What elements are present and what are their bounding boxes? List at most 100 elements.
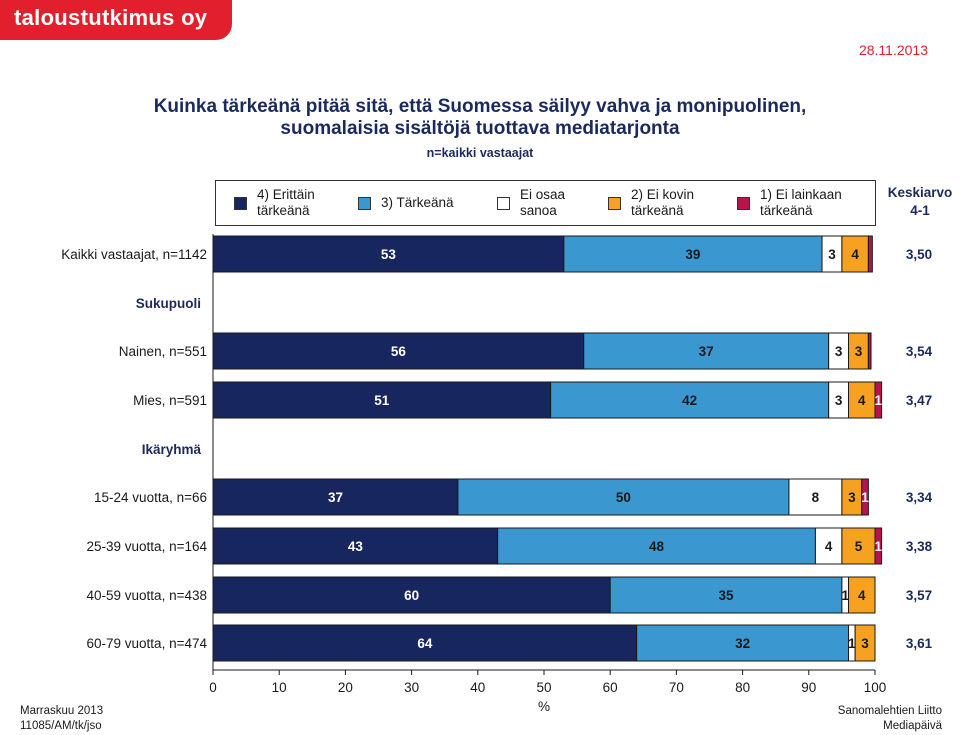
mean-value: 3,50 [906, 247, 932, 262]
chart-title-line1: Kuinka tärkeänä pitää sitä, että Suomess… [153, 96, 807, 117]
bar-segment [867, 332, 872, 370]
row-label: 40-59 vuotta, n=438 [87, 588, 207, 603]
data-label: 37 [328, 490, 343, 505]
x-tick-label: 40 [470, 680, 485, 695]
report-date: 28.11.2013 [858, 42, 928, 58]
data-label: 1 [875, 393, 883, 408]
data-label: 3 [835, 393, 843, 408]
bar-segment [583, 332, 830, 370]
data-label: 56 [391, 344, 407, 359]
bar-segment [841, 527, 876, 565]
mean-column-header: Keskiarvo 4-1 [880, 184, 960, 220]
data-label: 4 [858, 393, 866, 408]
data-label: 3 [861, 636, 869, 651]
data-label: 1 [861, 490, 869, 505]
bar-segment [848, 576, 876, 614]
bar-segment [814, 527, 843, 565]
x-tick-label: 70 [669, 680, 684, 695]
bar-segment [609, 576, 843, 614]
data-label: 8 [812, 490, 820, 505]
row-label: 25-39 vuotta, n=164 [87, 539, 208, 554]
chart-title-line2: suomalaisia sisältöjä tuottava mediatarj… [280, 118, 680, 139]
legend-swatch-eiosaa [497, 196, 510, 210]
mean-value: 3,38 [906, 539, 933, 554]
chart-legend: 4) Erittäin tärkeänä 3) Tärkeänä Ei osaa s… [215, 180, 876, 226]
legend-label-eikovin: 2) Ei kovin tärkeänä [631, 187, 695, 218]
x-tick-label: 50 [536, 680, 551, 695]
mean-header-line2: 4-1 [910, 203, 930, 218]
x-axis-label: % [538, 699, 550, 714]
data-label: 4 [851, 247, 859, 262]
bar-segment [854, 624, 876, 662]
data-label: 64 [417, 636, 433, 651]
data-label: 48 [649, 539, 665, 554]
data-label: 51 [374, 393, 390, 408]
legend-swatch-erittain [234, 196, 247, 210]
data-label: 39 [685, 247, 700, 262]
mean-value: 3,34 [906, 490, 933, 505]
x-tick-label: 60 [603, 680, 618, 695]
data-label: 3 [828, 247, 836, 262]
data-label: 1 [848, 636, 856, 651]
bar-segment [550, 381, 830, 419]
bar-segment [457, 478, 790, 516]
legend-item-tarkea: 3) Tärkeänä [358, 181, 454, 225]
legend-item-eiosaa: Ei osaa sanoa [497, 181, 565, 225]
data-label: 3 [835, 344, 843, 359]
data-label: 42 [682, 393, 697, 408]
mean-value: 3,47 [906, 393, 932, 408]
group-header: Ikäryhmä [142, 442, 202, 457]
bar-segment [874, 381, 883, 419]
x-tick-label: 0 [209, 680, 217, 695]
data-label: 4 [858, 588, 866, 603]
data-label: 3 [848, 490, 856, 505]
legend-label-eilainkaan: 1) Ei lainkaan tärkeänä [760, 187, 842, 218]
x-tick-label: 90 [801, 680, 816, 695]
data-label: 37 [699, 344, 714, 359]
legend-item-eikovin: 2) Ei kovin tärkeänä [608, 181, 694, 225]
data-label: 35 [719, 588, 735, 603]
mean-value: 3,54 [906, 344, 933, 359]
row-label: Kaikki vastaajat, n=1142 [61, 247, 207, 262]
data-label: 1 [875, 539, 883, 554]
mean-value: 3,61 [906, 636, 933, 651]
data-label: 60 [404, 588, 419, 603]
legend-label-erittain: 4) Erittäin tärkeänä [257, 187, 315, 218]
legend-swatch-tarkea [358, 196, 371, 210]
footer-right: Sanomalehtien Liitto Mediapäivä [838, 704, 942, 734]
bar-segment [497, 527, 816, 565]
company-logo: taloustutkimus oy [0, 0, 232, 40]
chart-subtitle: n=kaikki vastaajat [426, 146, 534, 160]
footer-code: 11085/AM/tk/jso [20, 720, 102, 732]
x-tick-label: 10 [272, 680, 287, 695]
bar-segment [212, 478, 459, 516]
legend-item-eilainkaan: 1) Ei lainkaan tärkeänä [737, 181, 842, 225]
data-label: 5 [855, 539, 863, 554]
legend-swatch-eikovin [608, 196, 621, 210]
x-tick-label: 30 [404, 680, 419, 695]
bar-segment [874, 527, 883, 565]
bar-segment [563, 235, 823, 273]
bar-segment [212, 624, 638, 662]
row-label: 60-79 vuotta, n=474 [87, 636, 208, 651]
legend-item-erittain: 4) Erittäin tärkeänä [234, 181, 315, 225]
mean-header-line1: Keskiarvo [887, 185, 953, 200]
footer-client: Sanomalehtien Liitto [837, 705, 942, 717]
bar-segment [212, 332, 585, 370]
legend-label-eiosaa: Ei osaa sanoa [520, 187, 566, 218]
chart-title: Kuinka tärkeänä pitää sitä, että Suomess… [0, 96, 960, 140]
data-label: 50 [616, 490, 631, 505]
legend-label-tarkea: 3) Tärkeänä [381, 195, 454, 210]
bar-segment [212, 235, 565, 273]
mean-value: 3,57 [906, 588, 932, 603]
data-label: 32 [735, 636, 750, 651]
data-label: 1 [841, 588, 849, 603]
logo-text: taloustutkimus oy [14, 5, 208, 30]
group-header: Sukupuoli [136, 296, 201, 311]
legend-swatch-eilainkaan [737, 196, 750, 210]
footer-date: Marraskuu 2013 [20, 705, 104, 717]
bar-segment [861, 478, 869, 516]
x-tick-label: 80 [735, 680, 750, 695]
bar-segment [867, 235, 873, 273]
